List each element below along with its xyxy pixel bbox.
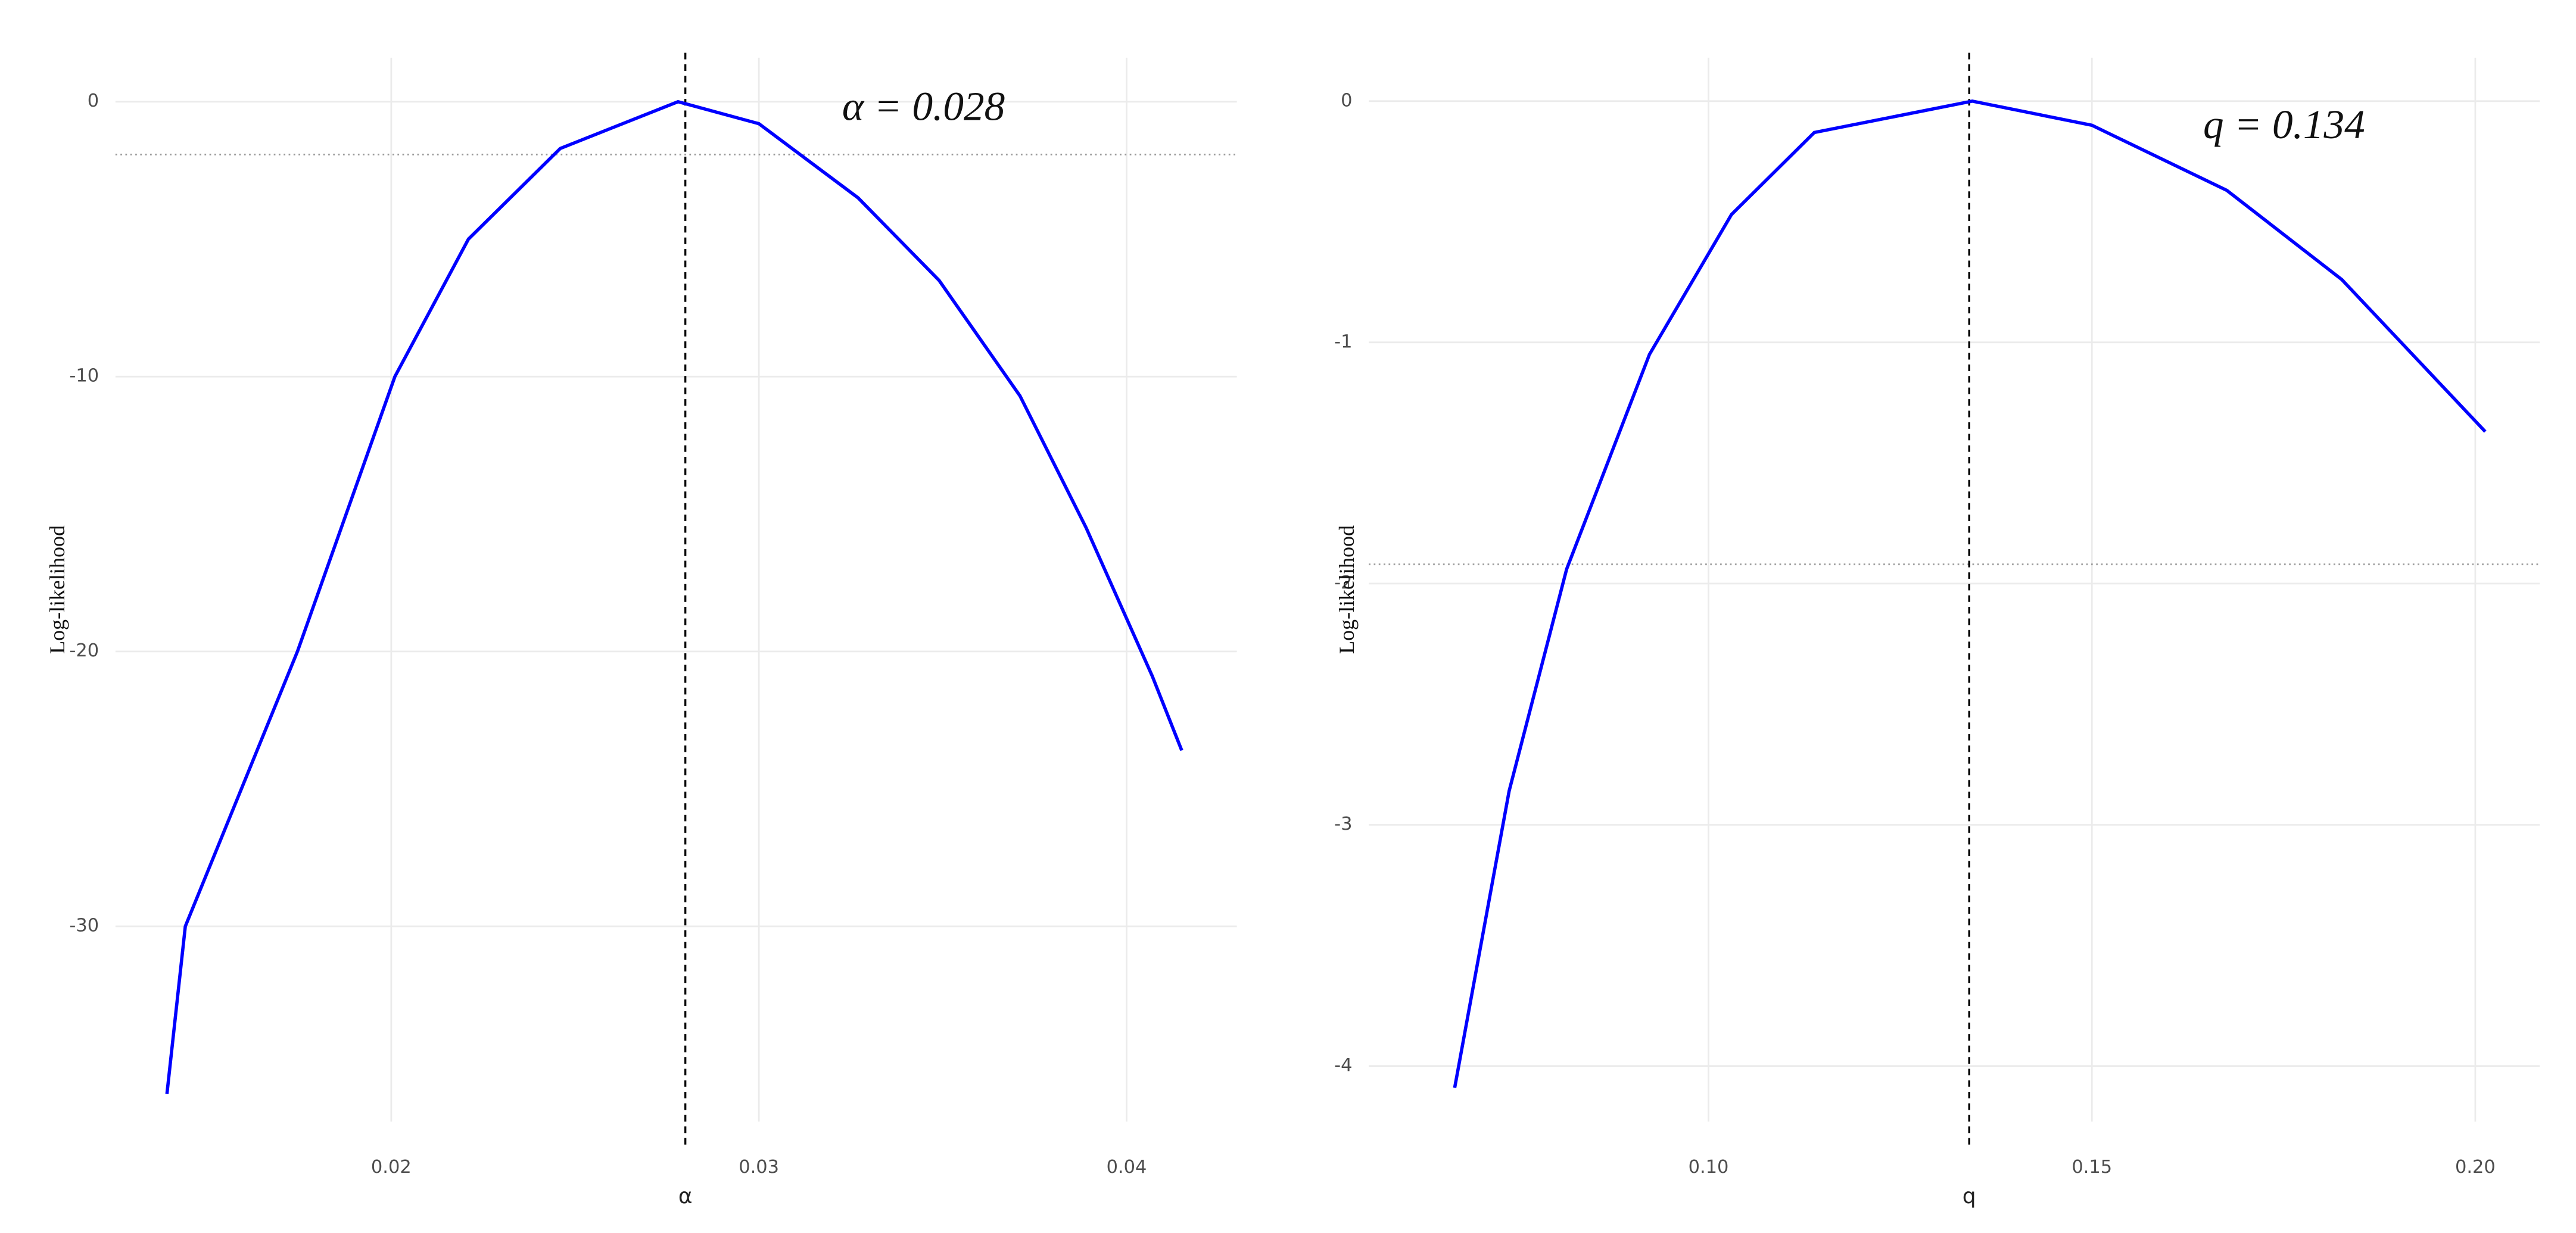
x-tick-label: 0.04 xyxy=(1107,1157,1147,1178)
x-tick-label: 0.02 xyxy=(371,1157,412,1178)
y-tick-label: -3 xyxy=(1334,814,1352,835)
y-tick-label: -10 xyxy=(69,366,99,387)
x-tick-label: 0.03 xyxy=(739,1157,779,1178)
x-tick-label: 0.10 xyxy=(1689,1157,1729,1178)
y-axis-label: Log-likelihood xyxy=(45,525,69,654)
y-axis-label: Log-likelihood xyxy=(1335,525,1359,654)
x-axis-label: q xyxy=(1963,1184,1976,1209)
y-tick-label: -30 xyxy=(69,916,99,936)
y-tick-label: -2 xyxy=(1334,572,1352,593)
annotation: q = 0.134 xyxy=(2203,101,2365,147)
y-tick-label: 0 xyxy=(88,91,99,111)
likelihood-curve xyxy=(165,99,1183,1094)
x-tick-label: 0.20 xyxy=(2455,1157,2496,1178)
y-tick-label: 0 xyxy=(1341,90,1352,111)
likelihood-curve xyxy=(1453,99,2487,1088)
x-tick-label: 0.15 xyxy=(2072,1157,2112,1178)
x-axis-label: α xyxy=(678,1184,693,1209)
y-tick-label: -20 xyxy=(69,640,99,661)
y-tick-label: -4 xyxy=(1334,1055,1352,1076)
annotation: α = 0.028 xyxy=(842,83,1005,129)
y-tick-label: -1 xyxy=(1334,331,1352,352)
